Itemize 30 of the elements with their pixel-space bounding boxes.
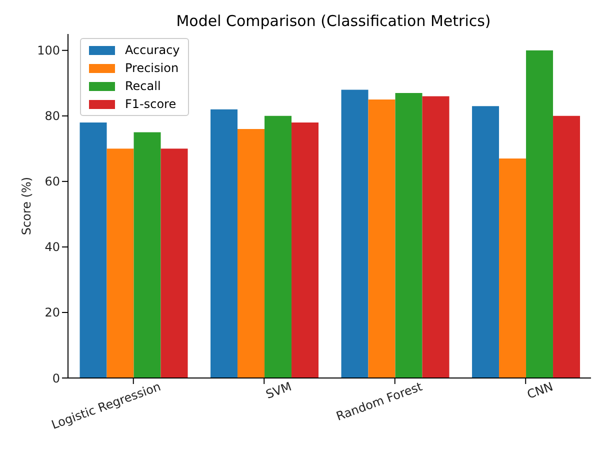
bar — [499, 158, 526, 378]
x-tick-label: CNN — [525, 379, 555, 402]
bar — [264, 116, 292, 378]
y-axis-title: Score (%) — [19, 176, 34, 236]
bar — [526, 50, 554, 378]
y-tick-label: 60 — [44, 174, 60, 189]
legend-label: Precision — [125, 60, 179, 77]
x-tick-label: SVM — [264, 379, 294, 402]
bar — [238, 129, 265, 378]
bar — [80, 122, 107, 378]
y-tick-label: 100 — [37, 44, 60, 58]
y-tick-label: 80 — [44, 109, 60, 124]
bar — [160, 148, 188, 378]
y-tick-label: 0 — [52, 371, 60, 386]
bar — [395, 92, 422, 378]
bar — [134, 132, 161, 378]
legend-label: Recall — [125, 78, 161, 95]
bar — [106, 148, 134, 378]
bar — [292, 122, 319, 378]
y-tick-label: 20 — [44, 306, 60, 320]
bar — [341, 90, 368, 378]
bar — [368, 100, 396, 378]
legend-label: Accuracy — [125, 42, 180, 59]
bar — [553, 116, 580, 378]
legend-label: F1-score — [125, 96, 176, 113]
bar — [422, 96, 450, 378]
bar — [210, 109, 238, 378]
y-tick-label: 40 — [44, 240, 60, 254]
chart-title: Model Comparison (Classification Metrics) — [175, 12, 492, 30]
bar — [472, 106, 500, 378]
